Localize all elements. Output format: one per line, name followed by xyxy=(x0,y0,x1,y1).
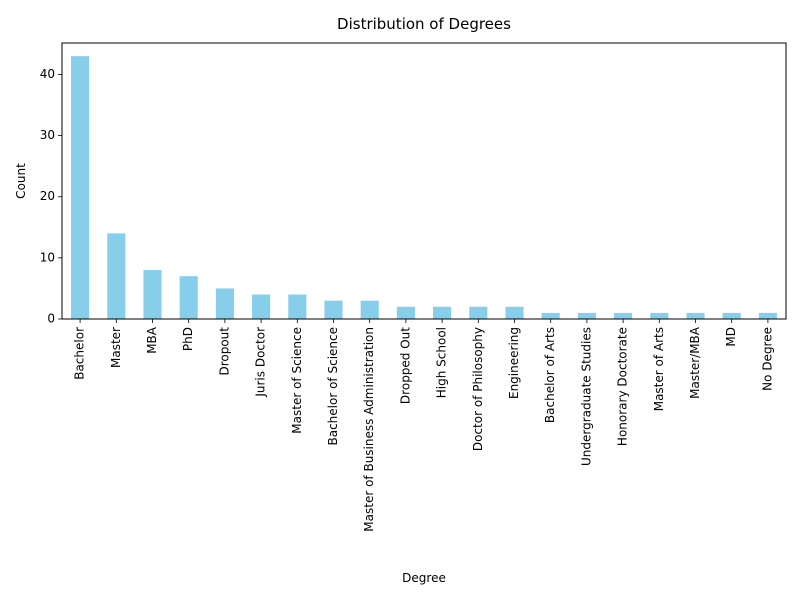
x-tick-label: Doctor of Philosophy xyxy=(471,327,485,451)
bar xyxy=(722,312,741,319)
x-tick-label: Dropout xyxy=(217,327,231,376)
bar xyxy=(179,276,198,319)
bar xyxy=(686,312,705,319)
bar xyxy=(360,300,379,319)
bar xyxy=(324,300,343,319)
x-tick-label: Juris Doctor xyxy=(254,327,268,398)
bar xyxy=(252,294,271,319)
y-tick-label: 20 xyxy=(40,189,55,203)
x-tick-label: Master/MBA xyxy=(688,326,702,399)
x-tick-label: Master of Science xyxy=(290,327,304,434)
x-tick-label: Master of Business Administration xyxy=(362,327,376,532)
bars-layer xyxy=(71,56,777,319)
bar xyxy=(433,306,452,319)
bar xyxy=(469,306,488,319)
plot-area-frame xyxy=(61,42,787,320)
bar xyxy=(505,306,524,319)
bar xyxy=(758,312,777,319)
bar xyxy=(650,312,669,319)
x-tick-label: PhD xyxy=(181,327,195,351)
bar xyxy=(71,56,90,319)
bar xyxy=(143,270,162,319)
bar xyxy=(541,312,560,319)
x-tick-label: Bachelor xyxy=(73,327,87,380)
x-tick-label: No Degree xyxy=(760,327,774,391)
bar xyxy=(396,306,415,319)
x-tick-label: Undergraduate Studies xyxy=(579,327,593,466)
x-axis-label: Degree xyxy=(402,571,446,585)
x-tick-label: Honorary Doctorate xyxy=(616,327,630,446)
y-axis-ticks: 0 10 20 30 40 xyxy=(40,67,62,326)
y-axis-label: Count xyxy=(14,163,28,199)
y-tick-label: 30 xyxy=(40,128,55,142)
x-axis-ticks: Bachelor Master MBA PhD Dropout Juris Doctor M… xyxy=(73,319,774,532)
x-tick-label: MBA xyxy=(145,326,159,354)
bar xyxy=(107,233,126,319)
x-tick-label: Master xyxy=(109,327,123,368)
y-tick-label: 10 xyxy=(40,250,55,264)
x-tick-label: High School xyxy=(435,327,449,398)
x-tick-label: Engineering xyxy=(507,327,521,399)
bar xyxy=(577,312,596,319)
bar xyxy=(614,312,633,319)
chart-title: Distribution of Degrees xyxy=(337,15,511,33)
x-tick-label: Bachelor of Arts xyxy=(543,327,557,423)
y-tick-label: 0 xyxy=(47,312,55,326)
y-tick-label: 40 xyxy=(40,67,55,81)
x-tick-label: Bachelor of Science xyxy=(326,327,340,446)
x-tick-label: MD xyxy=(724,327,738,347)
bar xyxy=(215,288,234,319)
x-tick-label: Dropped Out xyxy=(398,327,412,404)
bar xyxy=(288,294,307,319)
x-tick-label: Master of Arts xyxy=(652,327,666,411)
